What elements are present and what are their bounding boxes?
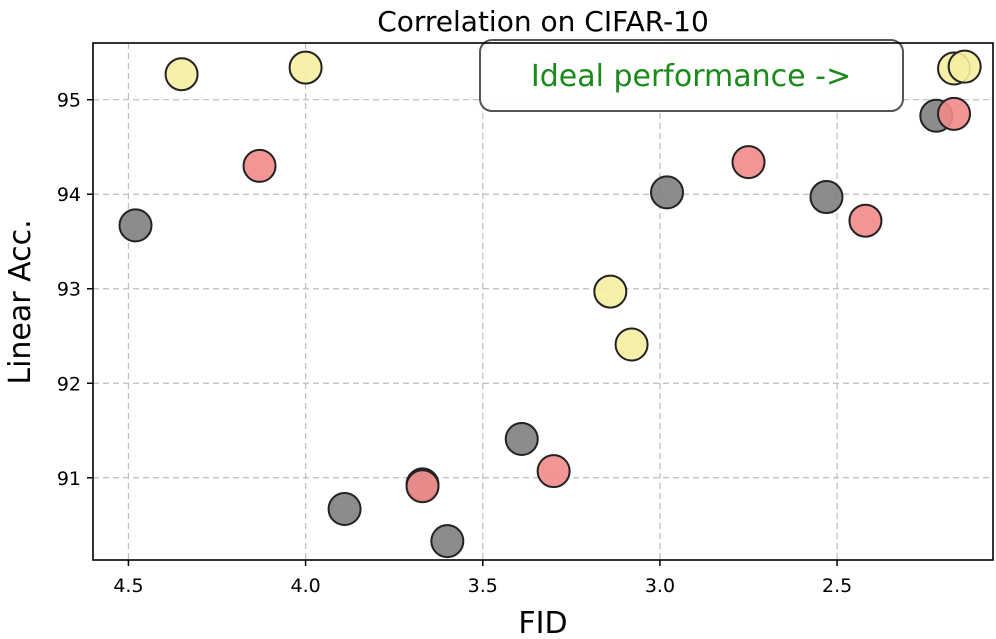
data-point-series-1 [118,208,153,243]
data-point-series-3 [614,327,649,362]
data-point-series-1 [504,422,539,457]
y-tick-label: 91 [57,468,81,490]
data-points [118,49,982,559]
y-tick-label: 94 [57,184,81,206]
data-point-series-1 [809,180,844,215]
y-tick-label: 95 [57,90,81,112]
data-point-series-2 [731,145,766,180]
annotation-box: Ideal performance -> [479,39,904,112]
data-point-series-1 [650,175,685,210]
data-point-series-1 [430,524,465,559]
x-tick-label: 2.5 [822,575,852,597]
data-point-series-3 [288,50,323,85]
y-tick-label: 92 [57,373,81,395]
x-axis-label: FID [518,606,567,639]
data-point-series-2 [937,96,972,131]
annotation-text: Ideal performance -> [531,59,851,94]
data-point-series-1 [327,491,362,526]
y-axis-ticks: 91 92 93 94 95 [57,90,93,490]
data-point-series-2 [405,469,440,504]
plot-frame [92,42,994,561]
x-tick-label: 3.5 [468,575,498,597]
data-point-series-2 [536,454,571,489]
data-point-series-2 [242,148,277,183]
x-axis-ticks: 4.5 4.0 3.5 3.0 2.5 [113,560,852,597]
x-tick-label: 4.0 [290,575,320,597]
data-point-series-3 [593,274,628,309]
y-tick-label: 93 [57,279,81,301]
chart-title: Correlation on CIFAR-10 [377,5,709,38]
data-point-series-3 [164,57,199,92]
x-tick-label: 4.5 [113,575,143,597]
data-point-series-2 [848,203,883,238]
x-tick-label: 3.0 [645,575,675,597]
y-axis-label: Linear Acc. [3,219,38,384]
data-point-series-3 [947,49,982,84]
annotation-frame [479,39,904,112]
